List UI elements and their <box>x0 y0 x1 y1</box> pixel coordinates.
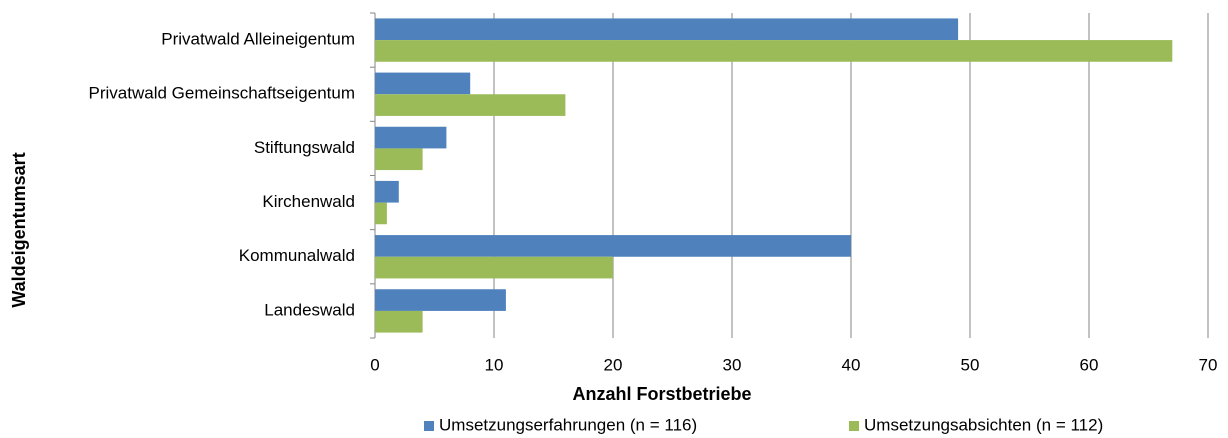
x-tick-label: 70 <box>1199 355 1218 374</box>
x-tick-label: 50 <box>961 355 980 374</box>
y-tick-label: Landeswald <box>264 300 355 319</box>
y-tick-label: Privatwald Alleineigentum <box>161 30 355 49</box>
x-tick-label: 20 <box>604 355 623 374</box>
bar <box>375 18 959 41</box>
bar <box>375 94 566 116</box>
bar <box>375 235 851 257</box>
legend-swatch <box>849 421 859 431</box>
x-tick-label: 10 <box>485 355 504 374</box>
y-tick-label: Privatwald Gemeinschaftseigentum <box>89 84 355 103</box>
x-tick-label: 60 <box>1080 355 1099 374</box>
x-axis-label: Anzahl Forstbetriebe <box>572 384 751 404</box>
bar <box>375 202 387 225</box>
x-tick-label: 30 <box>723 355 742 374</box>
legend-label: Umsetzungserfahrungen (n = 116) <box>439 415 697 434</box>
bar <box>375 310 423 333</box>
y-axis-label: Waldeigentumsart <box>9 152 29 307</box>
bar <box>375 126 447 149</box>
y-tick-label: Stiftungswald <box>254 138 355 157</box>
y-tick-label: Kirchenwald <box>262 192 355 211</box>
bar <box>375 256 613 279</box>
bar <box>375 180 399 203</box>
bar <box>375 40 1173 62</box>
bar <box>375 148 423 171</box>
x-tick-label: 40 <box>842 355 861 374</box>
legend-swatch <box>424 421 434 431</box>
bar <box>375 72 471 95</box>
y-tick-label: Kommunalwald <box>239 246 355 265</box>
x-tick-label: 0 <box>370 355 379 374</box>
legend-label: Umsetzungsabsichten (n = 112) <box>864 415 1103 434</box>
bar <box>375 289 506 311</box>
